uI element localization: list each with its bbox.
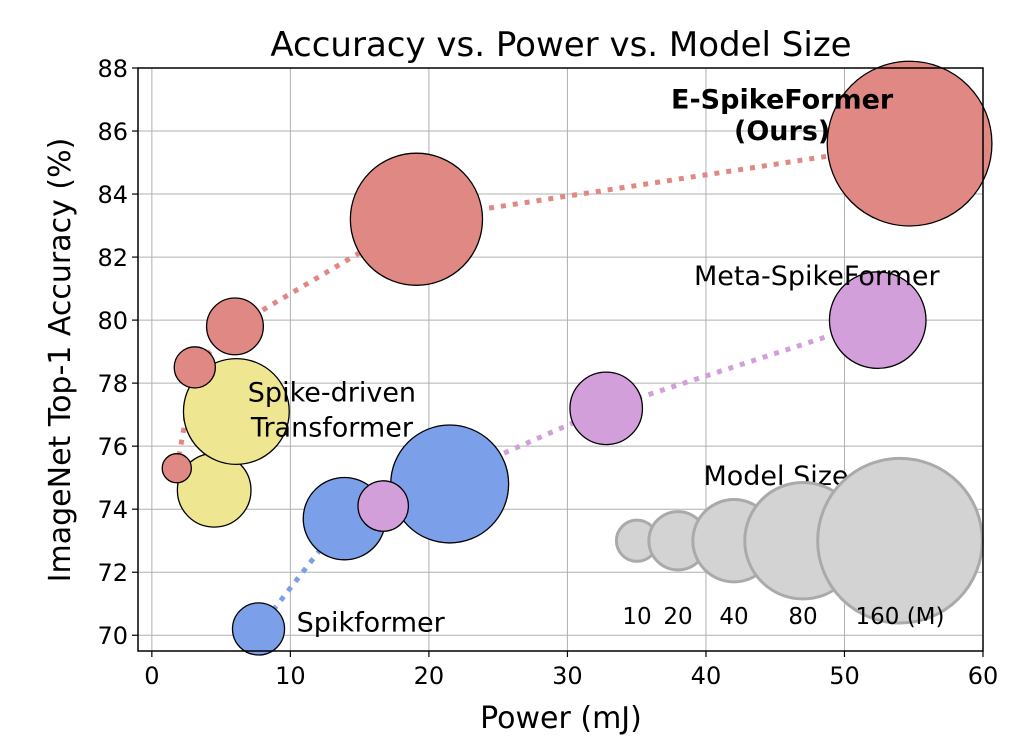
meta-spikeformer-bubble [828, 271, 927, 370]
y-tick-label: 70 [97, 622, 128, 650]
meta-spikeformer-bubble [357, 480, 410, 532]
y-tick-label: 72 [97, 559, 128, 587]
annotations: E-SpikeFormer(Ours) Meta-SpikeFormer Spike… [248, 85, 941, 639]
e-spikeformer-bubble [161, 453, 192, 484]
spike-driven-transformer-bubble [182, 357, 290, 466]
size-legend-label: 160 (M) [855, 604, 944, 630]
chart-title: Accuracy vs. Power vs. Model Size [270, 25, 851, 65]
x-tick-label: 20 [414, 662, 445, 690]
size-legend: Model Size 10 20 40 80 160 (M) [614, 456, 984, 630]
y-tick-label: 78 [97, 370, 128, 398]
x-tick-label: 30 [552, 662, 583, 690]
e-spikeformer-bubble [349, 152, 484, 286]
x-tick-label: 50 [829, 662, 860, 690]
y-tick-label: 88 [97, 55, 128, 83]
annotation-label: Spike-driven [248, 378, 416, 409]
x-tick-label: 40 [691, 662, 722, 690]
annotation-label: E-SpikeFormer [671, 85, 894, 116]
y-tick-label: 84 [97, 181, 128, 209]
data-bubbles [161, 60, 993, 656]
annotation-label: Spikformer [297, 608, 446, 639]
x-tick-label: 10 [275, 662, 306, 690]
x-tick-label: 0 [144, 662, 159, 690]
size-legend-label: 10 [622, 604, 651, 630]
x-tick-label: 60 [968, 662, 999, 690]
plot-frame [137, 67, 984, 652]
size-legend-label: 40 [719, 604, 748, 630]
y-tick-label: 80 [97, 307, 128, 335]
e-spikeformer-bubble [173, 346, 217, 389]
axis-ticks: 0 10 20 30 40 50 60 70 72 74 76 78 80 82 84 86 88 [97, 55, 998, 690]
annotation-label: Meta-SpikeFormer [694, 261, 940, 292]
e-spikeformer-bubble [826, 60, 993, 227]
y-tick-label: 76 [97, 433, 128, 461]
annotation-label: Transformer [250, 412, 414, 443]
size-legend-label: 20 [663, 604, 692, 630]
y-tick-label: 82 [97, 244, 128, 272]
meta-spikeformer-bubble [569, 371, 644, 446]
e-spikeformer-bubble [205, 297, 264, 356]
spikformer-bubble [231, 602, 286, 656]
y-tick-label: 74 [97, 496, 128, 524]
size-legend-label: 80 [788, 604, 817, 630]
size-legend-bubble [816, 456, 984, 625]
y-axis-title: ImageNet Top-1 Accuracy (%) [43, 138, 78, 583]
annotation-label: (Ours) [734, 116, 830, 147]
y-tick-label: 86 [97, 118, 128, 146]
x-axis-title: Power (mJ) [480, 701, 642, 736]
